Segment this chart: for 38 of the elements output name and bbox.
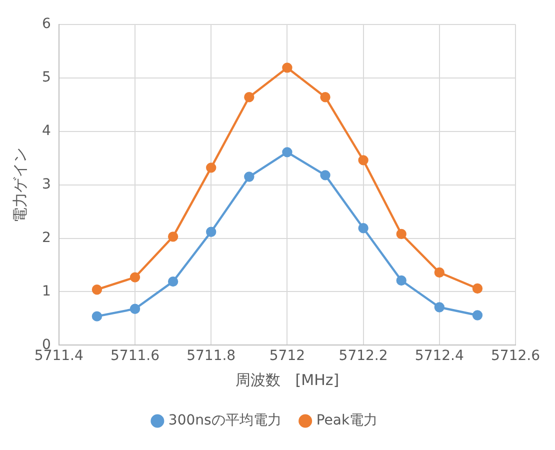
legend-label: Peak電力 [316,412,378,429]
point [206,162,216,173]
point [396,228,406,240]
point [434,267,445,278]
point [92,284,102,295]
x-tick-label: 5712.4 [414,348,464,364]
point [282,62,292,73]
point [472,283,483,294]
point [358,223,368,234]
point [434,302,445,312]
point [168,276,178,287]
point [130,272,140,282]
point [358,155,368,166]
y-axis-title: 電力ゲイン [10,147,29,222]
point [244,172,254,182]
y-tick-label: 3 [42,176,51,192]
point [244,92,254,102]
point [320,92,330,102]
x-tick-label: 5712 [269,348,306,364]
point [206,226,216,237]
x-tick-label: 5712.2 [338,348,388,364]
x-tick-label: 5711.6 [110,348,160,364]
x-tick-label: 5712.6 [491,348,540,364]
x-tick-label: 5711.8 [186,348,236,364]
x-axis-title: 周波数 [MHz] [235,370,340,389]
y-tick-label: 4 [42,122,51,139]
y-tick-label: 6 [42,16,51,32]
point [168,232,178,242]
point [396,275,406,286]
y-tick-label: 2 [42,230,51,246]
point [130,304,140,314]
point [282,147,292,158]
point [320,170,330,180]
point [92,311,102,322]
y-tick-label: 1 [42,283,51,300]
legend-label: 300nsの平均電力 [168,412,282,429]
y-tick-label: 5 [42,70,51,86]
point [472,310,483,320]
